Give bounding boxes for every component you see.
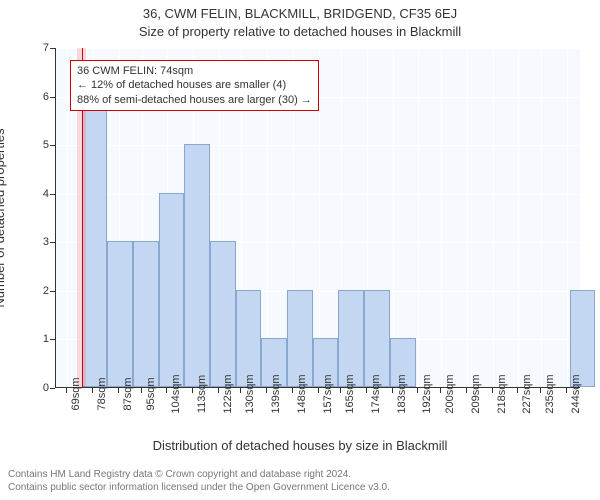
histogram-bar [338,290,364,387]
x-tick-label: 113sqm [196,375,208,413]
reference-annotation: 36 CWM FELIN: 74sqm← 12% of detached hou… [70,60,319,111]
footer-line: Contains HM Land Registry data © Crown c… [8,469,390,482]
x-tick-label: 69sqm [70,377,82,410]
x-tick-mark [366,388,367,393]
y-tick-label: 5 [9,139,49,151]
x-tick-label: 78sqm [96,377,108,410]
histogram-bar [159,193,185,387]
y-tick-label: 1 [9,333,49,345]
y-tick-label: 7 [9,42,49,54]
x-tick-mark [266,388,267,393]
footer-line: Contains public sector information licen… [8,482,390,495]
plot-area: 36 CWM FELIN: 74sqm← 12% of detached hou… [55,48,580,388]
x-tick-label: 148sqm [296,374,308,413]
y-tick-label: 3 [9,236,49,248]
y-tick-mark [50,194,55,195]
chart-container: 36, CWM FELIN, BLACKMILL, BRIDGEND, CF35… [0,0,600,500]
x-tick-label: 209sqm [470,374,482,413]
x-tick-label: 192sqm [421,374,433,413]
histogram-bar [364,290,390,387]
annotation-line: 36 CWM FELIN: 74sqm [77,64,312,78]
x-tick-mark [517,388,518,393]
x-tick-mark [218,388,219,393]
x-tick-mark [340,388,341,393]
x-tick-label: 130sqm [244,374,256,413]
x-tick-label: 157sqm [322,374,334,413]
y-tick-label: 4 [9,188,49,200]
gridline-v [518,48,519,387]
y-tick-mark [50,339,55,340]
x-tick-label: 227sqm [521,374,533,413]
histogram-bar [133,241,159,387]
gridline-v [493,48,494,387]
y-tick-mark [50,97,55,98]
histogram-bar [184,144,210,387]
y-tick-mark [50,242,55,243]
x-tick-mark [292,388,293,393]
gridline-v [467,48,468,387]
annotation-line: 88% of semi-detached houses are larger (… [77,93,312,107]
chart-subtitle: Size of property relative to detached ho… [0,24,600,39]
y-tick-mark [50,388,55,389]
y-tick-label: 2 [9,285,49,297]
histogram-bar [107,241,133,387]
x-tick-mark [166,388,167,393]
gridline-v [567,48,568,387]
x-tick-mark [392,388,393,393]
gridline-v [418,48,419,387]
x-tick-label: 139sqm [270,374,282,413]
x-tick-mark [540,388,541,393]
histogram-bar [210,241,236,387]
x-tick-label: 244sqm [570,374,582,413]
x-tick-label: 104sqm [170,374,182,413]
gridline-v [67,48,68,387]
x-tick-label: 174sqm [370,374,382,413]
x-tick-label: 183sqm [396,374,408,413]
x-tick-label: 95sqm [145,377,157,410]
y-tick-mark [50,291,55,292]
y-tick-mark [50,48,55,49]
x-tick-mark [66,388,67,393]
histogram-bar [236,290,262,387]
x-tick-label: 87sqm [122,377,134,410]
x-tick-mark [318,388,319,393]
x-axis-label: Distribution of detached houses by size … [0,438,600,453]
x-tick-label: 235sqm [544,374,556,413]
x-tick-label: 200sqm [444,374,456,413]
gridline-v [441,48,442,387]
y-tick-mark [50,145,55,146]
page-title-address: 36, CWM FELIN, BLACKMILL, BRIDGEND, CF35… [0,6,600,21]
x-tick-mark [417,388,418,393]
y-tick-label: 0 [9,382,49,394]
x-tick-mark [240,388,241,393]
x-tick-mark [466,388,467,393]
x-tick-mark [492,388,493,393]
x-tick-mark [141,388,142,393]
footer-attribution: Contains HM Land Registry data © Crown c… [8,469,390,494]
x-tick-mark [192,388,193,393]
x-tick-label: 122sqm [222,374,234,413]
y-axis-label: Number of detached properties [0,128,7,307]
x-tick-mark [440,388,441,393]
x-tick-mark [92,388,93,393]
x-tick-label: 218sqm [496,374,508,413]
histogram-bar [287,290,313,387]
x-tick-mark [566,388,567,393]
annotation-line: ← 12% of detached houses are smaller (4) [77,78,312,92]
gridline-v [393,48,394,387]
x-tick-mark [118,388,119,393]
x-tick-label: 165sqm [344,374,356,413]
histogram-bar [570,290,596,387]
y-tick-label: 6 [9,91,49,103]
gridline-v [541,48,542,387]
